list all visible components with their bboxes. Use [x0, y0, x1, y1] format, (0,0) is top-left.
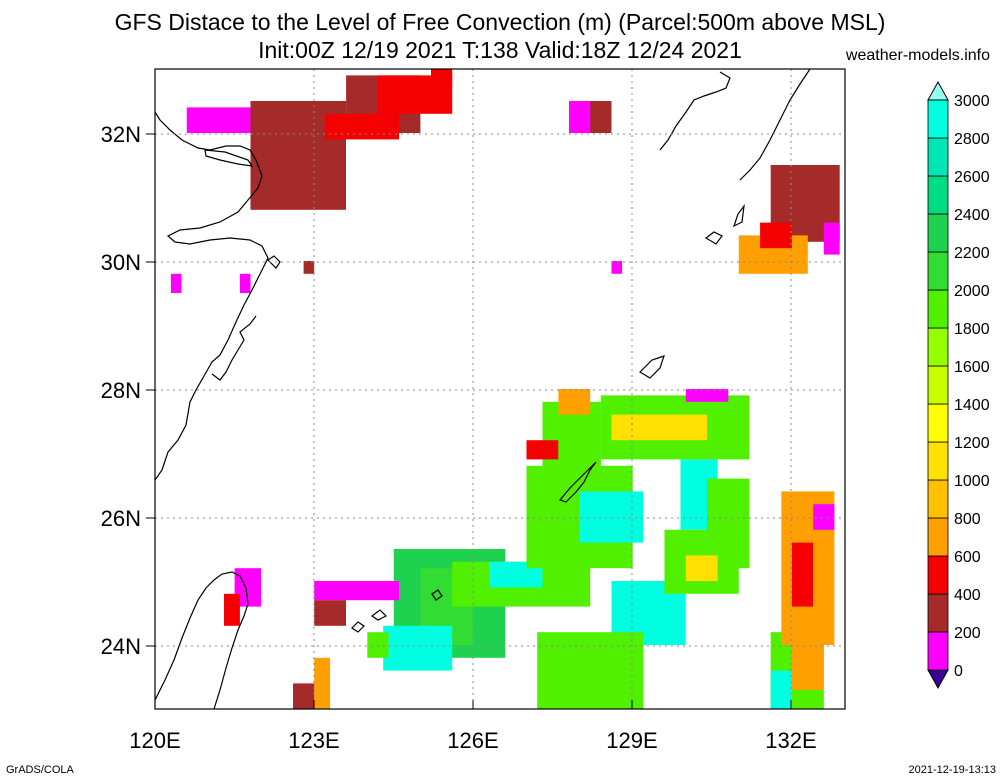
colorbar-tick-label: 2200: [954, 245, 990, 262]
colorbar-tick-label: 1400: [954, 397, 990, 414]
okinawa-island: [558, 461, 597, 503]
plot-frame: [154, 68, 846, 710]
lfc-cell: [813, 504, 835, 530]
colorbar-segment: [927, 517, 949, 557]
lfc-cell: [224, 593, 240, 626]
amami-island: [639, 355, 665, 379]
kyushu-coast: [659, 71, 731, 151]
chongming-island: [204, 149, 254, 167]
y-tick-label: 28N: [101, 378, 141, 403]
lfc-cell: [791, 542, 814, 607]
colorbar-tick-label: 3000: [954, 93, 990, 110]
china-coast-detail: [211, 315, 257, 381]
chart-subtitle: Init:00Z 12/19 2021 T:138 Valid:18Z 12/2…: [258, 37, 742, 63]
lfc-cell: [770, 670, 792, 709]
colorbar-segment: [927, 479, 949, 519]
yakushima-island: [732, 203, 745, 228]
colorbar-tick-label: 2000: [954, 283, 990, 300]
colorbar-segment: [927, 137, 949, 177]
lfc-cell: [293, 683, 315, 709]
lfc-cell: [685, 389, 729, 402]
lfc-cell: [611, 414, 707, 441]
lfc-cell: [760, 222, 792, 249]
lfc-cell: [303, 261, 315, 274]
lfc-cell: [685, 555, 718, 581]
lfc-cell: [431, 69, 453, 89]
colorbar-min-arrow: [927, 669, 949, 690]
x-tick-label: 129E: [606, 728, 657, 753]
colorbar-segment: [927, 99, 949, 139]
gridlines: [155, 69, 845, 709]
colorbar-tick-label: 200: [954, 625, 981, 642]
colorbar-max-arrow: [927, 80, 949, 101]
lfc-cell: [823, 222, 840, 255]
colorbar-tick-label: 1000: [954, 473, 990, 490]
china-coast: [155, 111, 269, 481]
lfc-cell: [383, 625, 453, 671]
zhoushan-island: [267, 255, 281, 269]
colorbar-tick-label: 600: [954, 549, 981, 566]
colorbar-tick-label: 1800: [954, 321, 990, 338]
lfc-cell: [791, 645, 824, 690]
colorbar-segment: [927, 327, 949, 367]
ishigaki-island: [370, 609, 388, 621]
chart-title: GFS Distace to the Level of Free Convect…: [115, 9, 886, 35]
lfc-cell: [324, 113, 400, 140]
lfc-cell: [314, 581, 400, 601]
colorbar-segment: [927, 175, 949, 215]
colorbar: 0 200 400 600 800 1000 1200 1400 1600 1800 2000 220…: [927, 80, 990, 690]
colorbar-segment: [927, 365, 949, 405]
island-25n: [431, 589, 443, 601]
colorbar-tick-label: 800: [954, 511, 981, 528]
lfc-field: [170, 69, 840, 709]
colorbar-segment: [927, 251, 949, 291]
y-axis: [146, 133, 155, 647]
lfc-cell: [239, 273, 251, 293]
lfc-cell: [186, 107, 251, 133]
colorbar-tick-label: 2600: [954, 169, 990, 186]
y-tick-label: 30N: [101, 250, 141, 275]
lfc-cell: [611, 261, 623, 274]
y-tick-label: 26N: [101, 506, 141, 531]
source-label: weather-models.info: [845, 47, 990, 64]
x-tick-label: 132E: [765, 728, 816, 753]
coastlines: [155, 69, 811, 709]
x-tick-label: 123E: [288, 728, 339, 753]
y-tick-label: 24N: [101, 634, 141, 659]
taiwan-coast: [155, 571, 249, 709]
y-tick-label: 32N: [101, 122, 141, 147]
miyako-island: [351, 621, 365, 633]
colorbar-segment: [927, 441, 949, 481]
colorbar-segment: [927, 593, 949, 633]
x-axis: [154, 700, 792, 709]
colorbar-segment: [927, 555, 949, 595]
lfc-cell: [367, 632, 389, 658]
lfc-cell: [579, 491, 644, 543]
colorbar-tick-label: 0: [954, 663, 963, 680]
colorbar-segment: [927, 631, 949, 671]
x-tick-label: 126E: [447, 728, 498, 753]
colorbar-tick-label: 400: [954, 587, 981, 604]
lfc-cell: [558, 389, 591, 415]
colorbar-tick-label: 1200: [954, 435, 990, 452]
x-tick-label: 120E: [129, 728, 180, 753]
lfc-cell: [314, 657, 331, 709]
lfc-cell: [170, 273, 182, 293]
lfc-cell: [314, 600, 346, 626]
shikoku-coast: [739, 69, 811, 181]
colorbar-segment: [927, 289, 949, 329]
lfc-cell: [526, 440, 559, 460]
colorbar-tick-label: 2400: [954, 207, 990, 224]
tanegashima-island: [704, 231, 723, 245]
lfc-cell: [590, 101, 612, 133]
footer-right: 2021-12-19-13:13: [909, 764, 996, 776]
colorbar-segment: [927, 213, 949, 253]
colorbar-segment: [927, 403, 949, 443]
colorbar-tick-label: 2800: [954, 131, 990, 148]
footer-left: GrADS/COLA: [6, 764, 75, 776]
lfc-cell: [537, 632, 644, 709]
colorbar-tick-label: 1600: [954, 359, 990, 376]
